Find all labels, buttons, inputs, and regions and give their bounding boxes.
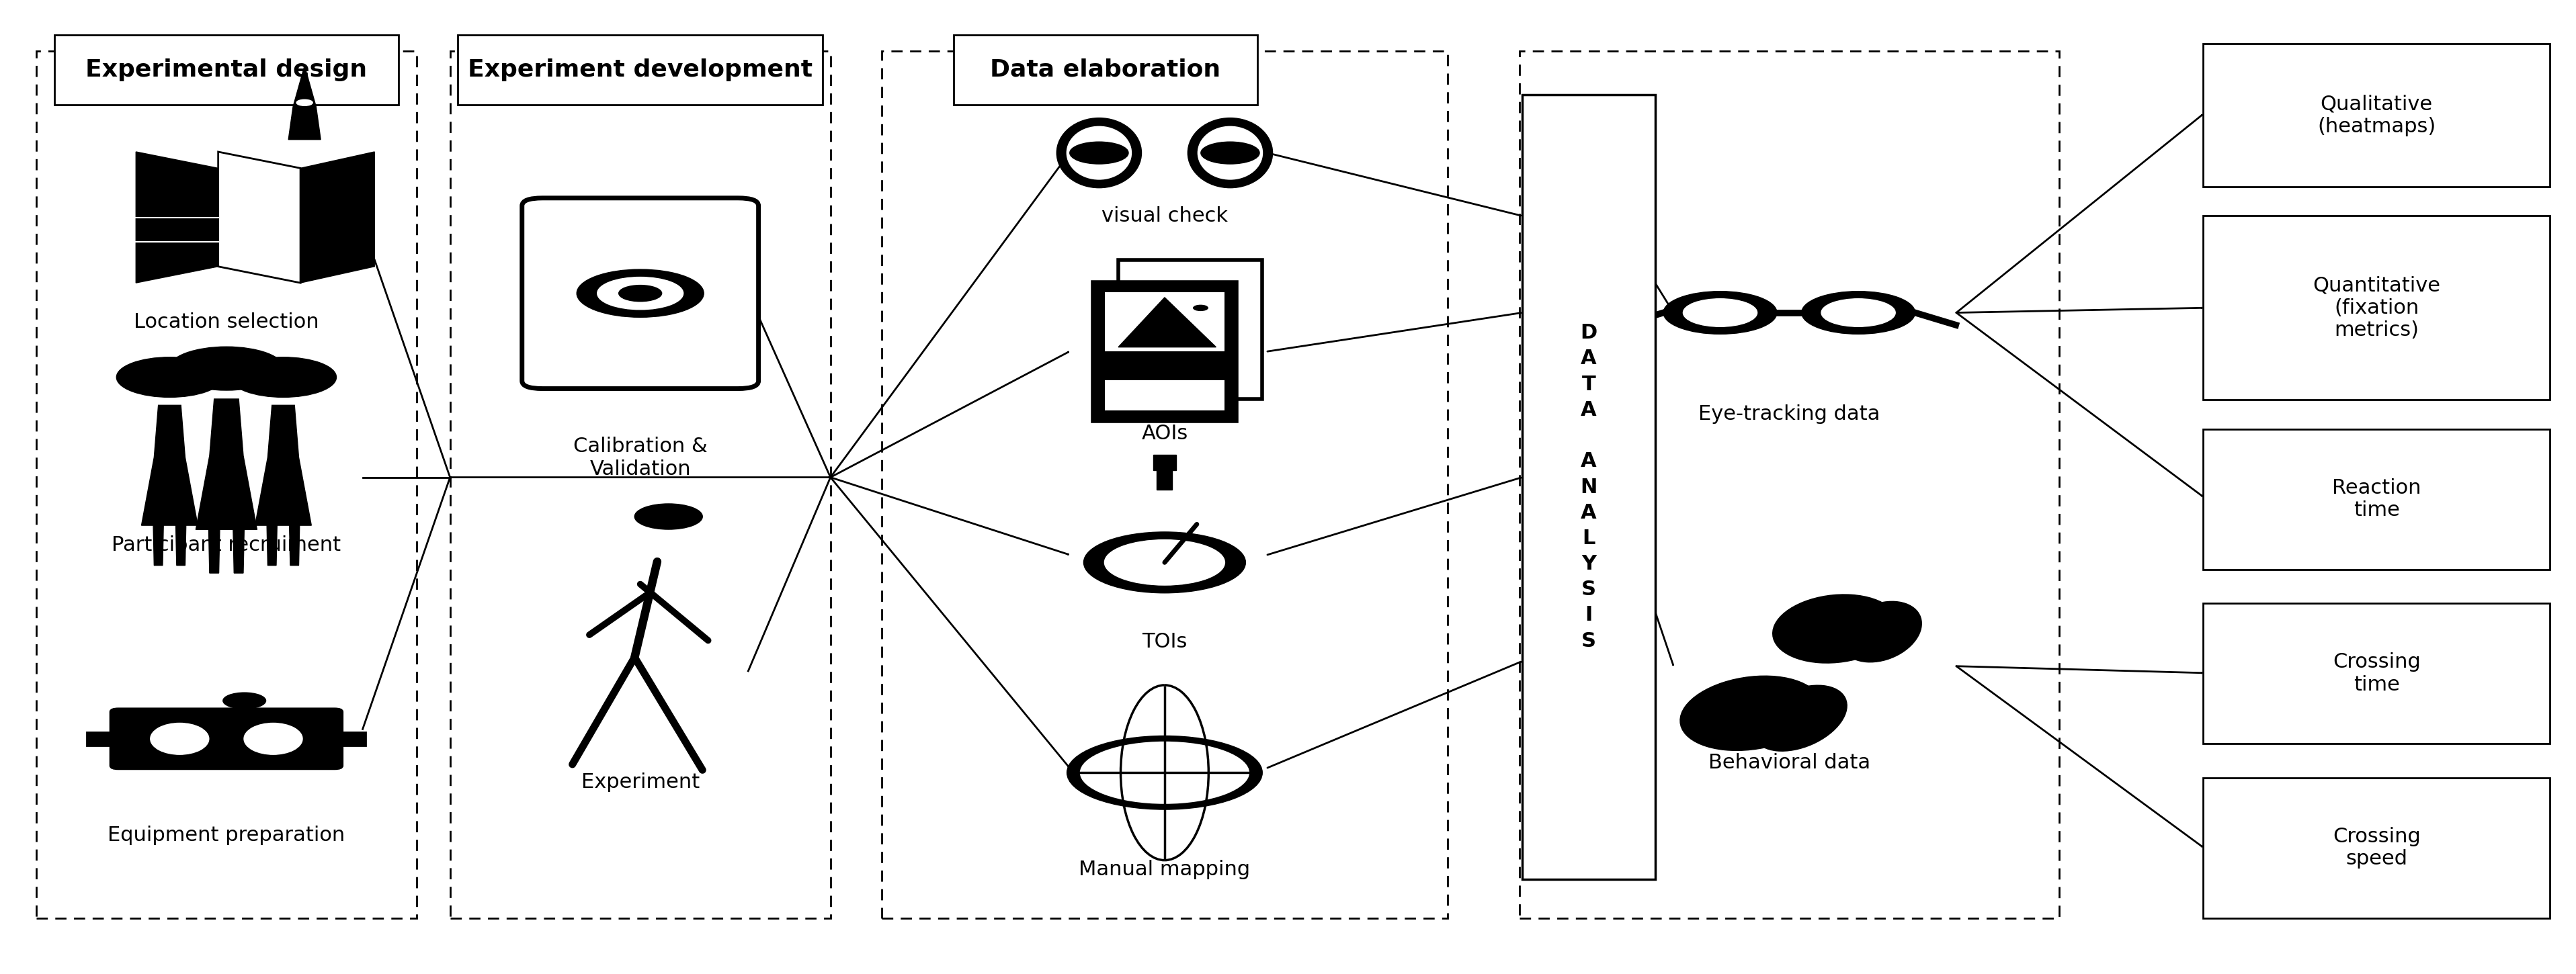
Polygon shape xyxy=(142,405,198,525)
Circle shape xyxy=(1682,299,1757,326)
Circle shape xyxy=(1801,291,1914,334)
FancyBboxPatch shape xyxy=(1157,467,1172,490)
Polygon shape xyxy=(1118,297,1216,347)
Ellipse shape xyxy=(1066,126,1131,180)
Polygon shape xyxy=(196,399,258,530)
Polygon shape xyxy=(137,152,219,282)
Ellipse shape xyxy=(1056,118,1141,188)
Polygon shape xyxy=(155,525,162,565)
Circle shape xyxy=(224,693,265,709)
Text: Qualitative
(heatmaps): Qualitative (heatmaps) xyxy=(2318,94,2437,136)
Circle shape xyxy=(598,278,683,310)
Text: AOIs: AOIs xyxy=(1141,424,1188,443)
FancyBboxPatch shape xyxy=(953,35,1257,104)
Text: Manual mapping: Manual mapping xyxy=(1079,860,1249,880)
Ellipse shape xyxy=(1772,594,1899,663)
Polygon shape xyxy=(289,525,299,565)
Circle shape xyxy=(116,357,222,397)
Polygon shape xyxy=(175,525,185,565)
Text: Data elaboration: Data elaboration xyxy=(989,58,1221,81)
Text: visual check: visual check xyxy=(1103,206,1229,226)
Polygon shape xyxy=(255,405,312,525)
Ellipse shape xyxy=(149,723,209,755)
Circle shape xyxy=(229,357,337,397)
Ellipse shape xyxy=(1680,676,1821,751)
FancyBboxPatch shape xyxy=(1154,455,1177,470)
Circle shape xyxy=(1079,740,1249,805)
Text: Equipment preparation: Equipment preparation xyxy=(108,826,345,845)
Circle shape xyxy=(1664,291,1777,334)
Circle shape xyxy=(1105,540,1224,585)
Circle shape xyxy=(1200,142,1260,164)
Ellipse shape xyxy=(1188,118,1273,188)
FancyBboxPatch shape xyxy=(2202,44,2550,187)
FancyBboxPatch shape xyxy=(1118,260,1262,399)
Polygon shape xyxy=(301,152,374,282)
Circle shape xyxy=(634,504,703,529)
Polygon shape xyxy=(209,530,219,573)
Ellipse shape xyxy=(245,723,301,755)
Circle shape xyxy=(1084,532,1247,593)
Circle shape xyxy=(1821,299,1896,326)
FancyBboxPatch shape xyxy=(1105,292,1224,411)
FancyBboxPatch shape xyxy=(54,35,399,104)
Text: Participant recruiment: Participant recruiment xyxy=(111,536,340,555)
Text: Behavioral data: Behavioral data xyxy=(1708,753,1870,772)
Text: Experiment development: Experiment development xyxy=(469,58,811,81)
FancyBboxPatch shape xyxy=(335,732,366,745)
Text: Quantitative
(fixation
metrics): Quantitative (fixation metrics) xyxy=(2313,276,2439,340)
Text: Experimental design: Experimental design xyxy=(85,58,368,81)
Text: Crossing
time: Crossing time xyxy=(2334,653,2421,694)
Ellipse shape xyxy=(1839,601,1922,662)
Circle shape xyxy=(167,347,283,391)
FancyBboxPatch shape xyxy=(88,732,118,745)
Circle shape xyxy=(577,270,703,318)
Text: D
A
T
A
 
A
N
A
L
Y
S
I
S: D A T A A N A L Y S I S xyxy=(1579,323,1597,651)
FancyBboxPatch shape xyxy=(1105,292,1224,352)
FancyBboxPatch shape xyxy=(2202,777,2550,918)
FancyBboxPatch shape xyxy=(2202,429,2550,570)
Ellipse shape xyxy=(1198,126,1262,180)
Polygon shape xyxy=(234,530,245,573)
Polygon shape xyxy=(219,152,301,282)
FancyBboxPatch shape xyxy=(2202,603,2550,743)
FancyBboxPatch shape xyxy=(1092,281,1236,421)
Polygon shape xyxy=(289,66,319,139)
Text: Crossing
speed: Crossing speed xyxy=(2334,827,2421,869)
Text: Location selection: Location selection xyxy=(134,313,319,332)
Circle shape xyxy=(1066,736,1262,809)
FancyBboxPatch shape xyxy=(1522,94,1656,880)
Circle shape xyxy=(1193,305,1208,311)
Text: Reaction
time: Reaction time xyxy=(2331,478,2421,520)
Text: Calibration &
Validation: Calibration & Validation xyxy=(572,437,708,479)
Text: Experiment: Experiment xyxy=(582,772,701,792)
Text: TOIs: TOIs xyxy=(1141,632,1188,652)
FancyBboxPatch shape xyxy=(111,709,343,768)
Circle shape xyxy=(1069,142,1128,164)
Circle shape xyxy=(618,285,662,301)
Circle shape xyxy=(296,99,312,106)
Text: Eye-tracking data: Eye-tracking data xyxy=(1698,404,1880,424)
FancyBboxPatch shape xyxy=(1105,380,1224,411)
FancyBboxPatch shape xyxy=(523,198,757,389)
FancyBboxPatch shape xyxy=(459,35,822,104)
Ellipse shape xyxy=(1752,686,1847,751)
Polygon shape xyxy=(268,525,278,565)
FancyBboxPatch shape xyxy=(2202,216,2550,400)
